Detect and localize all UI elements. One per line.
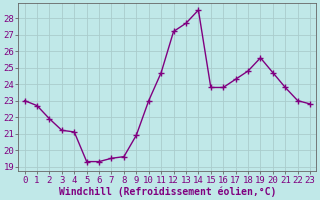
X-axis label: Windchill (Refroidissement éolien,°C): Windchill (Refroidissement éolien,°C) <box>59 186 276 197</box>
